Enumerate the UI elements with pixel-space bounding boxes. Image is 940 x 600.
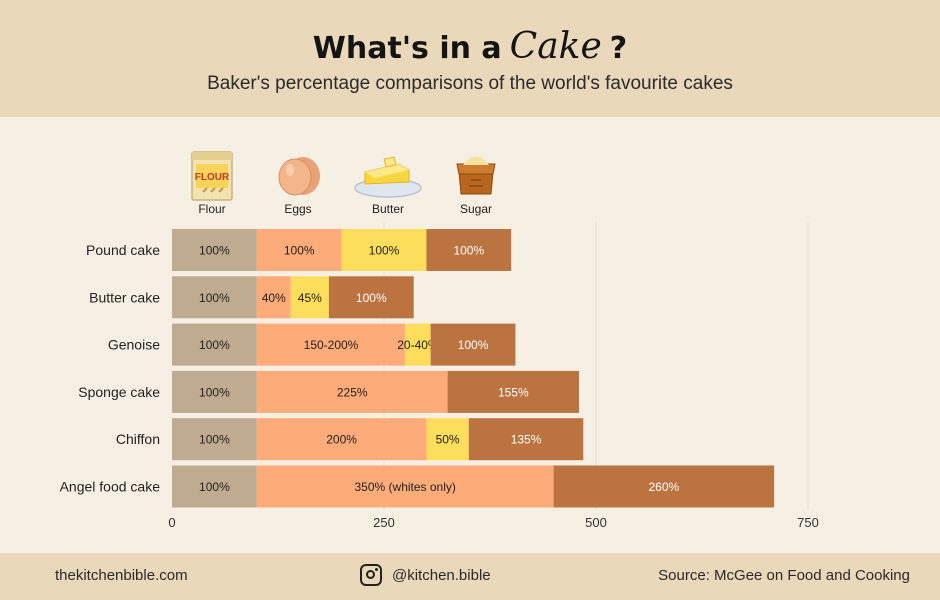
- data-label: 40%: [262, 291, 286, 305]
- data-label: 135%: [511, 433, 542, 447]
- instagram-handle[interactable]: @kitchen.bible: [360, 564, 491, 586]
- data-label: 150-200%: [304, 338, 359, 352]
- bar-segment: [256, 323, 406, 366]
- category-label: Butter cake: [89, 289, 160, 305]
- butter-dish-icon: [354, 156, 422, 198]
- website-link[interactable]: thekitchenbible.com: [55, 567, 188, 584]
- bar-segment: [341, 229, 427, 271]
- data-label: 100%: [453, 244, 484, 258]
- data-label: 50%: [436, 433, 460, 447]
- x-tick-label: 500: [585, 515, 607, 530]
- data-label: 100%: [458, 338, 489, 352]
- legend-item-eggs: Eggs: [253, 150, 343, 216]
- data-label: 100%: [199, 385, 230, 399]
- title-question-mark: ?: [609, 31, 628, 66]
- bar-segment: [430, 323, 516, 366]
- category-label: Pound cake: [86, 242, 160, 258]
- bar-segment: [290, 276, 329, 319]
- category-label: Chiffon: [116, 431, 160, 447]
- data-label: 100%: [199, 338, 230, 352]
- instagram-handle-text: @kitchen.bible: [392, 566, 491, 584]
- data-label: 100%: [356, 291, 387, 305]
- bar-segment: [172, 370, 257, 413]
- bar-segment: [256, 418, 427, 461]
- instagram-icon: [360, 564, 382, 586]
- bar-segment: [426, 418, 469, 461]
- legend-item-sugar: Sugar: [431, 150, 521, 216]
- bar-segment: [553, 465, 775, 508]
- legend-label: Butter: [371, 202, 404, 216]
- legend-label: Eggs: [284, 202, 312, 216]
- category-label: Sponge cake: [78, 384, 160, 400]
- data-label: 45%: [298, 291, 322, 305]
- bar-segment: [256, 276, 291, 319]
- footer-bar: thekitchenbible.com @kitchen.bible Sourc…: [0, 553, 940, 600]
- data-label: 100%: [199, 433, 230, 447]
- header-banner: What's in a Cake? Baker's percentage comp…: [0, 0, 940, 117]
- data-label: 155%: [498, 385, 529, 399]
- bar-segment: [468, 418, 584, 461]
- bar-segment: [172, 465, 257, 508]
- bar-segment: [256, 465, 554, 508]
- egg-icon: [278, 157, 320, 196]
- legend-label: Flour: [198, 202, 226, 216]
- bar-segment: [405, 323, 431, 366]
- data-label: 350% (whites only): [355, 480, 456, 494]
- x-tick-label: 250: [373, 515, 395, 530]
- data-label: 100%: [284, 244, 315, 258]
- title-text-start: What's in a: [312, 31, 502, 66]
- data-label: 100%: [199, 244, 230, 258]
- data-label: 200%: [326, 433, 357, 447]
- bar-segment: [172, 418, 257, 461]
- bar-segment: [328, 276, 414, 319]
- page-subtitle: Baker's percentage comparisons of the wo…: [207, 73, 733, 94]
- x-tick-label: 750: [797, 515, 819, 530]
- data-label: 20-40%: [397, 338, 439, 352]
- category-label: Angel food cake: [60, 479, 161, 495]
- page-title: What's in a Cake?: [0, 26, 940, 67]
- data-label: 100%: [199, 291, 230, 305]
- legend-item-butter: Butter: [343, 150, 433, 216]
- title-cake-word: Cake: [509, 26, 602, 67]
- sugar-sack-icon: [456, 156, 496, 195]
- data-label: 100%: [369, 244, 400, 258]
- flour-bag-icon: FLOUR: [191, 151, 233, 201]
- category-label: Genoise: [108, 337, 160, 353]
- x-tick-label: 0: [168, 515, 175, 530]
- legend-label: Sugar: [459, 202, 493, 216]
- source-credit: Source: McGee on Food and Cooking: [658, 567, 910, 584]
- data-label: 100%: [199, 480, 230, 494]
- bar-segment: [172, 229, 257, 271]
- bar-segment: [447, 370, 580, 413]
- data-label: 260%: [648, 480, 679, 494]
- bar-segment: [426, 229, 512, 271]
- svg-text:FLOUR: FLOUR: [195, 172, 230, 183]
- bar-segment: [172, 323, 257, 366]
- bar-segment: [172, 276, 257, 319]
- bar-segment: [256, 370, 448, 413]
- legend-item-flour: FLOUR Flour: [167, 150, 257, 216]
- data-label: 225%: [337, 385, 368, 399]
- bar-segment: [256, 229, 342, 271]
